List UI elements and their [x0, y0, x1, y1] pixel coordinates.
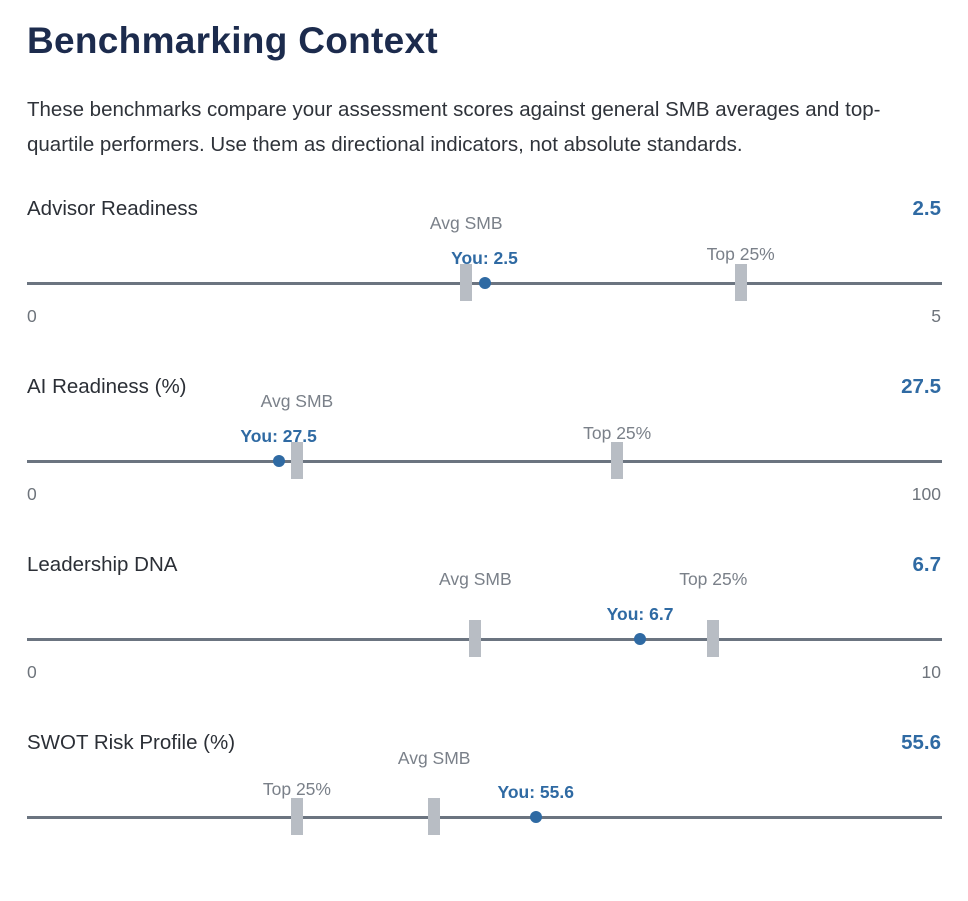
benchmark-track	[27, 816, 942, 819]
benchmark-track	[27, 638, 942, 641]
metric-value: 2.5	[912, 197, 942, 220]
metric-value: 6.7	[912, 553, 942, 576]
your-score-label: You: 27.5	[240, 426, 317, 446]
metric-advisor-readiness: Advisor Readiness 2.5 Avg SMB Top 25% Yo…	[0, 197, 968, 367]
avg-smb-label: Avg SMB	[397, 748, 471, 768]
metric-name: SWOT Risk Profile (%)	[27, 731, 236, 754]
scale-max: 5	[931, 306, 941, 326]
avg-smb-label: Avg SMB	[439, 569, 512, 589]
your-score-dot	[529, 811, 542, 823]
top-25-label: Top 25%	[262, 779, 331, 799]
scale-max: 100	[911, 484, 941, 504]
top-25-marker	[707, 620, 720, 657]
scale-min: 0	[27, 484, 37, 504]
metric-swot-risk-profile: SWOT Risk Profile (%) 55.6 Avg SMB Top 2…	[0, 731, 968, 901]
your-score-dot	[478, 277, 491, 289]
intro-paragraph: These benchmarks compare your assessment…	[27, 98, 881, 156]
metric-leadership-dna: Leadership DNA 6.7 Avg SMB Top 25% You: …	[0, 553, 968, 723]
scale-min: 0	[27, 662, 37, 682]
avg-smb-label: Avg SMB	[260, 391, 334, 411]
scale-min: 0	[27, 306, 37, 326]
your-score-label: You: 55.6	[497, 782, 574, 802]
top-25-marker	[290, 798, 303, 835]
top-25-label: Top 25%	[583, 423, 652, 443]
metric-value: 27.5	[901, 375, 941, 398]
benchmark-track	[27, 460, 942, 463]
top-25-label: Top 25%	[706, 244, 775, 264]
avg-smb-marker	[290, 442, 303, 479]
metric-name: AI Readiness (%)	[27, 375, 187, 398]
metric-ai-readiness: AI Readiness (%) 27.5 Avg SMB Top 25% Yo…	[0, 375, 968, 545]
avg-smb-marker	[428, 798, 441, 835]
avg-smb-marker	[460, 264, 473, 301]
top-25-marker	[734, 264, 747, 301]
metric-name: Leadership DNA	[27, 553, 178, 576]
your-score-dot	[634, 633, 647, 645]
your-score-label: You: 2.5	[451, 248, 518, 268]
avg-smb-marker	[469, 620, 482, 657]
your-score-label: You: 6.7	[606, 604, 674, 624]
metric-value: 55.6	[901, 731, 941, 754]
top-25-marker	[611, 442, 624, 479]
top-25-label: Top 25%	[679, 569, 748, 589]
avg-smb-label: Avg SMB	[429, 213, 503, 233]
your-score-dot	[272, 455, 285, 467]
metric-name: Advisor Readiness	[27, 197, 198, 220]
scale-max: 10	[921, 662, 941, 682]
page-title: Benchmarking Context	[27, 20, 439, 61]
